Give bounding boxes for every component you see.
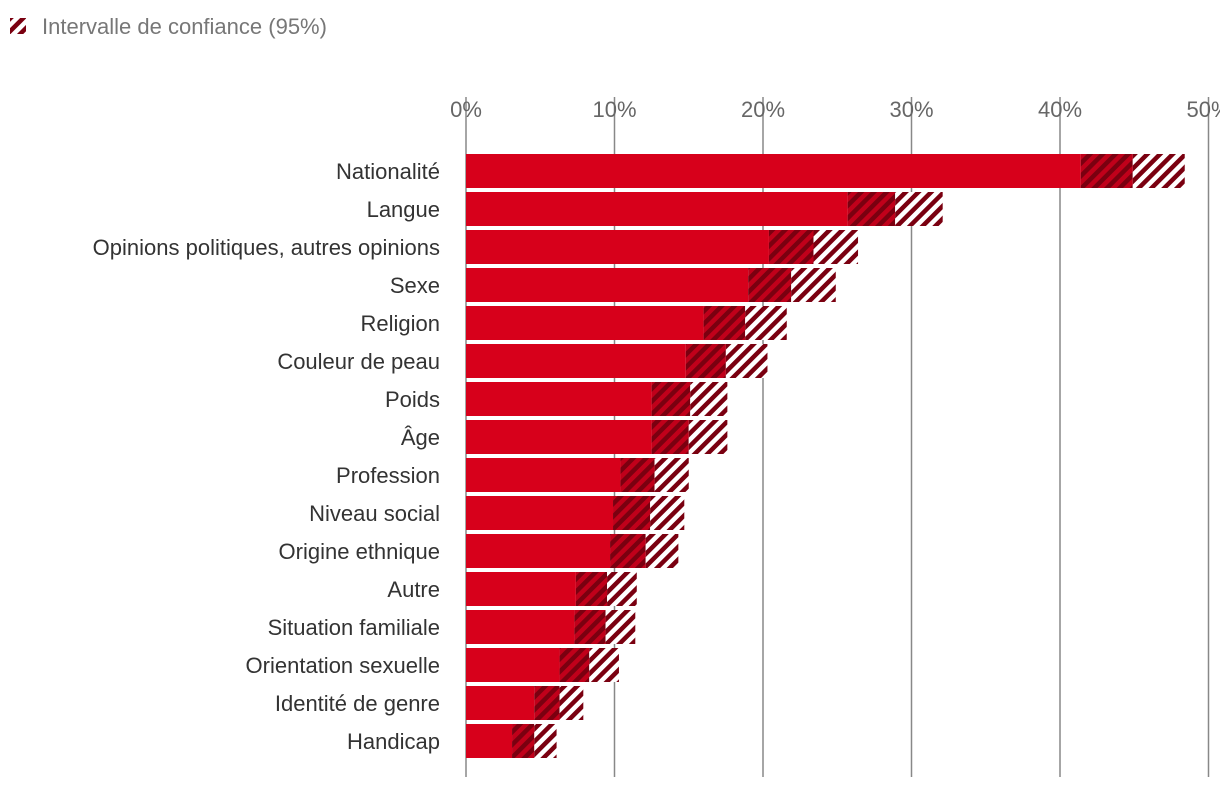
category-label: Couleur de peau [277, 349, 440, 374]
ci-upper-band [690, 382, 728, 416]
ci-upper-band [605, 610, 636, 644]
ci-upper-band [895, 192, 943, 226]
bar [466, 458, 621, 492]
bar [466, 420, 652, 454]
bar [466, 306, 704, 340]
ci-upper-band [534, 724, 557, 758]
legend-swatch-icon [10, 18, 26, 34]
ci-lower-band [685, 344, 726, 378]
category-label: Origine ethnique [279, 539, 440, 564]
bar [466, 534, 611, 568]
ci-lower-band [748, 268, 792, 302]
ci-lower-band [703, 306, 746, 340]
category-label: Poids [385, 387, 440, 412]
ci-upper-band [645, 534, 679, 568]
category-label: Sexe [390, 273, 440, 298]
ci-upper-band [559, 686, 584, 720]
ci-lower-band [651, 382, 691, 416]
x-tick-label: 30% [889, 97, 933, 122]
category-label: Religion [361, 311, 441, 336]
category-label: Orientation sexuelle [246, 653, 440, 678]
category-label: Âge [401, 425, 440, 450]
ci-lower-band [534, 686, 560, 720]
bar [466, 230, 769, 264]
bar [466, 344, 686, 378]
ci-lower-band [613, 496, 651, 530]
bar [466, 192, 848, 226]
category-label: Profession [336, 463, 440, 488]
ci-upper-band [813, 230, 859, 264]
category-label: Nationalité [336, 159, 440, 184]
bar [466, 686, 535, 720]
ci-lower-band [651, 420, 689, 454]
legend-label: Intervalle de confiance (95%) [42, 14, 327, 39]
ci-lower-band [559, 648, 590, 682]
category-label: Opinions politiques, autres opinions [93, 235, 440, 260]
ci-lower-band [768, 230, 814, 264]
ci-upper-band [725, 344, 768, 378]
x-tick-label: 20% [741, 97, 785, 122]
bars [466, 154, 1185, 758]
ci-upper-band [654, 458, 689, 492]
category-label: Handicap [347, 729, 440, 754]
ci-lower-band [620, 458, 655, 492]
legend: Intervalle de confiance (95%) [10, 14, 327, 39]
category-labels: Nationalité Langue Opinions politiques, au… [93, 159, 440, 754]
bar [466, 724, 513, 758]
bar [466, 572, 576, 606]
bar [466, 154, 1081, 188]
category-label: Identité de genre [275, 691, 440, 716]
ci-lower-band [575, 572, 608, 606]
x-tick-label: 40% [1038, 97, 1082, 122]
x-tick-label: 10% [592, 97, 636, 122]
x-tick-label: 50% [1186, 97, 1220, 122]
bar [466, 268, 749, 302]
ci-upper-band [589, 648, 619, 682]
ci-lower-band [574, 610, 606, 644]
bar [466, 610, 575, 644]
category-label: Niveau social [309, 501, 440, 526]
bar [466, 648, 560, 682]
ci-upper-band [791, 268, 836, 302]
bar [466, 496, 614, 530]
category-label: Autre [387, 577, 440, 602]
x-tick-label: 0% [450, 97, 482, 122]
ci-lower-band [1080, 154, 1133, 188]
ci-upper-band [745, 306, 787, 340]
category-label: Langue [367, 197, 440, 222]
ci-upper-band [688, 420, 728, 454]
ci-lower-band [610, 534, 646, 568]
ci-upper-band [607, 572, 637, 606]
ci-upper-band [1132, 154, 1185, 188]
ci-upper-band [650, 496, 685, 530]
ci-lower-band [512, 724, 535, 758]
bar [466, 382, 652, 416]
x-axis-ticks: 0% 10% 20% 30% 40% 50% [450, 97, 1220, 122]
ci-lower-band [847, 192, 896, 226]
category-label: Situation familiale [268, 615, 440, 640]
